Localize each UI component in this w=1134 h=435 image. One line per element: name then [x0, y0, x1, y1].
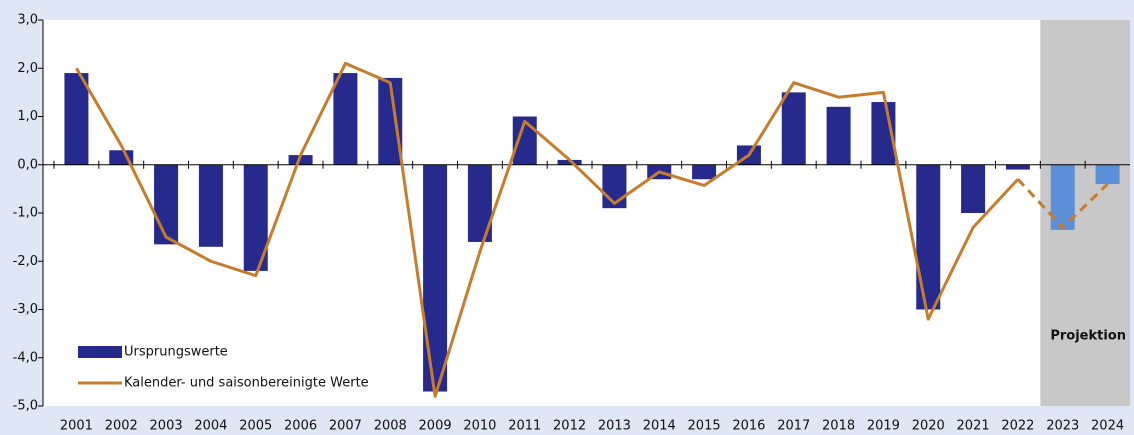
x-tick-label: 2007 — [329, 419, 362, 434]
x-tick-label: 2019 — [867, 419, 900, 434]
legend-swatch — [78, 346, 122, 358]
y-tick-label: 3,0 — [17, 13, 38, 28]
x-tick-label: 2020 — [912, 419, 945, 434]
y-tick-label: -3,0 — [13, 302, 38, 317]
x-tick-label: 2002 — [105, 419, 138, 434]
y-tick-label: -1,0 — [13, 206, 38, 221]
y-tick-label: -4,0 — [13, 350, 38, 365]
y-tick-label: -5,0 — [13, 399, 38, 414]
x-tick-label: 2004 — [194, 419, 227, 434]
bar — [288, 155, 313, 165]
bar — [781, 92, 806, 165]
x-tick-label: 2014 — [643, 419, 676, 434]
x-tick-label: 2012 — [553, 419, 586, 434]
x-tick-label: 2013 — [598, 419, 631, 434]
line — [75, 61, 1020, 398]
plot-area — [43, 20, 1130, 406]
x-tick-label: 2005 — [239, 419, 272, 434]
x-tick-label: 2006 — [284, 419, 317, 434]
bar — [333, 73, 358, 165]
bar — [961, 164, 986, 213]
y-tick-label: 0,0 — [17, 157, 38, 172]
bar — [1095, 164, 1120, 185]
legend-label: Kalender- und saisonbereinigte Werte — [124, 376, 369, 391]
x-tick-label: 2023 — [1046, 419, 1079, 434]
y-tick-label: 1,0 — [17, 109, 38, 124]
legend-label: Ursprungswerte — [124, 345, 228, 360]
bar — [916, 164, 941, 310]
x-tick-label: 2024 — [1091, 419, 1124, 434]
x-tick-label: 2015 — [688, 419, 721, 434]
x-tick-label: 2022 — [1001, 419, 1034, 434]
x-tick-label: 2010 — [463, 419, 496, 434]
y-tick-label: -2,0 — [13, 254, 38, 269]
x-tick-label: 2017 — [777, 419, 810, 434]
bar — [1005, 164, 1030, 170]
bar — [602, 164, 627, 209]
x-tick-label: 2018 — [822, 419, 855, 434]
bar — [826, 106, 851, 165]
x-tick-label: 2009 — [419, 419, 452, 434]
x-tick-label: 2016 — [732, 419, 765, 434]
line-projection — [1016, 178, 1109, 230]
projection-label: Projektion — [1050, 329, 1126, 344]
x-tick-label: 2008 — [374, 419, 407, 434]
x-tick-label: 2021 — [957, 419, 990, 434]
bar — [557, 159, 582, 165]
y-tick-label: 2,0 — [17, 61, 38, 76]
x-tick-label: 2003 — [150, 419, 183, 434]
x-tick-label: 2001 — [60, 419, 93, 434]
bar — [198, 164, 223, 247]
bar — [692, 164, 717, 180]
bar — [423, 164, 448, 392]
bar — [64, 73, 89, 165]
bar — [154, 164, 179, 245]
x-tick-label: 2011 — [508, 419, 541, 434]
